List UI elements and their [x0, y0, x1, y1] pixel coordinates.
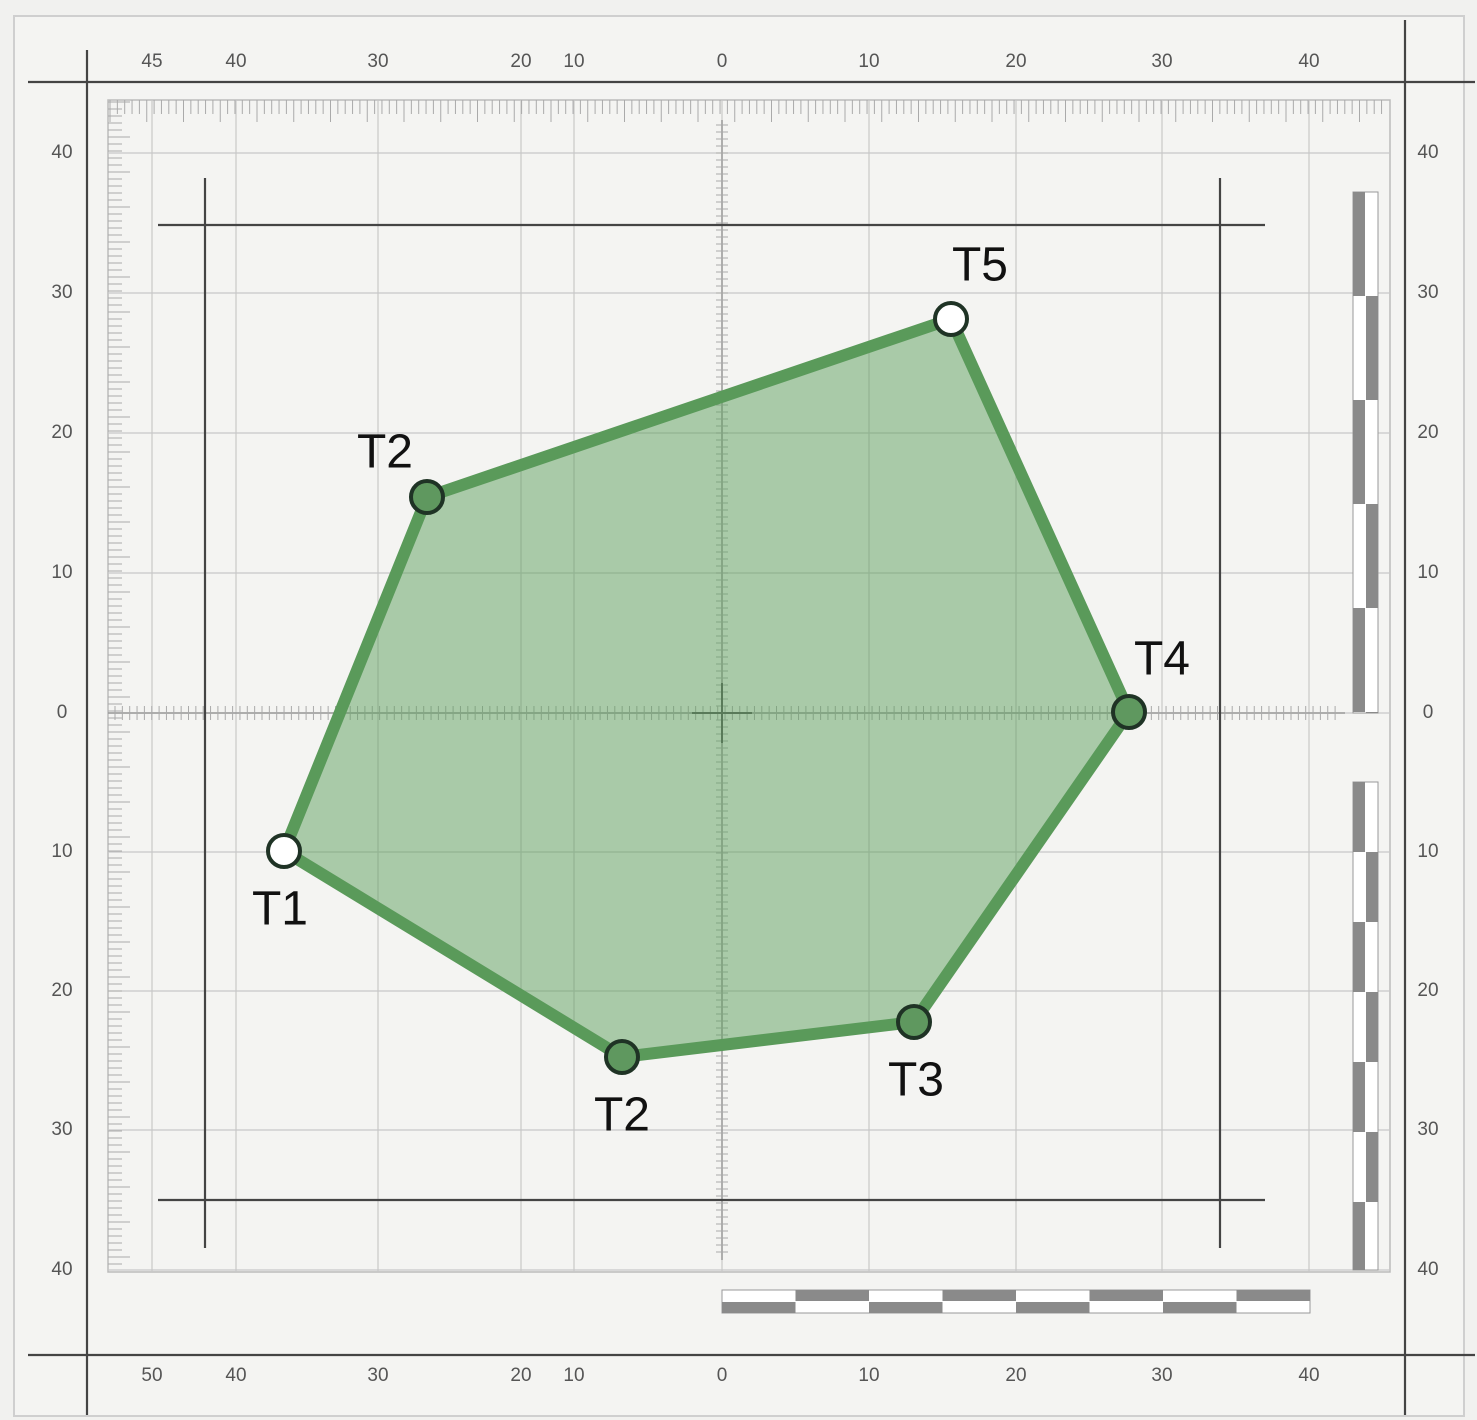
top-tick-label: 20 [510, 51, 531, 72]
scale-segment [1016, 1302, 1090, 1313]
scale-segment [1366, 992, 1378, 1062]
scale-segment [1366, 296, 1378, 400]
bottom-tick-label: 40 [1298, 1365, 1319, 1386]
top-tick-label: 45 [141, 51, 162, 72]
scale-segment [1236, 1290, 1310, 1301]
bottom-tick-label: 10 [563, 1365, 584, 1386]
right-tick-label: 40 [1417, 1259, 1438, 1280]
scale-segment [869, 1302, 943, 1313]
bottom-tick-label: 40 [225, 1365, 246, 1386]
right-tick-label: 30 [1417, 1119, 1438, 1140]
scale-segment [942, 1290, 1016, 1301]
scale-segment [1366, 852, 1378, 922]
scale-segment [1353, 400, 1365, 504]
left-tick-label: 10 [51, 562, 72, 583]
vertex-label: T2 [594, 1089, 650, 1142]
left-tick-label: 20 [51, 422, 72, 443]
top-tick-label: 30 [367, 51, 388, 72]
vertex-label: T3 [888, 1054, 944, 1107]
vertex [896, 1004, 932, 1040]
scale-segment [1353, 192, 1365, 296]
top-tick-label: 40 [225, 51, 246, 72]
left-tick-label: 40 [51, 142, 72, 163]
bottom-tick-label: 50 [141, 1365, 162, 1386]
bottom-tick-label: 20 [1005, 1365, 1026, 1386]
left-tick-label: 10 [51, 841, 72, 862]
bottom-tick-label: 30 [367, 1365, 388, 1386]
scale-segment [1353, 1062, 1365, 1132]
vertex [604, 1039, 640, 1075]
top-tick-label: 0 [717, 51, 728, 72]
top-tick-label: 10 [858, 51, 879, 72]
bottom-tick-label: 10 [858, 1365, 879, 1386]
top-tick-label: 40 [1298, 51, 1319, 72]
left-tick-label: 20 [51, 980, 72, 1001]
right-tick-label: 0 [1423, 702, 1434, 723]
top-tick-label: 30 [1151, 51, 1172, 72]
right-tick-label: 20 [1417, 980, 1438, 1001]
vertex [1111, 694, 1147, 730]
right-tick-label: 10 [1417, 562, 1438, 583]
scale-segment [1353, 782, 1365, 852]
left-tick-label: 0 [57, 702, 68, 723]
bottom-tick-label: 0 [717, 1365, 728, 1386]
top-tick-label: 10 [563, 51, 584, 72]
right-tick-label: 10 [1417, 841, 1438, 862]
vertex [933, 301, 969, 337]
bottom-tick-label: 20 [510, 1365, 531, 1386]
vertex [266, 833, 302, 869]
scale-segment [1366, 1132, 1378, 1202]
top-tick-label: 20 [1005, 51, 1026, 72]
left-tick-label: 30 [51, 1119, 72, 1140]
scale-segment [1366, 504, 1378, 608]
vertex-label: T2 [357, 426, 413, 479]
vertex-label: T1 [252, 883, 308, 936]
right-tick-label: 20 [1417, 422, 1438, 443]
scale-segment [1353, 1202, 1365, 1270]
scale-segment [1089, 1290, 1163, 1301]
scale-segment [1353, 922, 1365, 992]
vertex [409, 479, 445, 515]
scale-segment [1353, 608, 1365, 712]
vertex-label: T5 [952, 239, 1008, 292]
right-tick-label: 40 [1417, 142, 1438, 163]
right-tick-label: 30 [1417, 282, 1438, 303]
vertex-label: T4 [1134, 633, 1190, 686]
left-tick-label: 30 [51, 282, 72, 303]
scale-segment [722, 1302, 796, 1313]
left-tick-label: 40 [51, 1259, 72, 1280]
scale-segment [1163, 1302, 1237, 1313]
scale-segment [1366, 712, 1378, 713]
scale-segment [795, 1290, 869, 1301]
bottom-tick-label: 30 [1151, 1365, 1172, 1386]
